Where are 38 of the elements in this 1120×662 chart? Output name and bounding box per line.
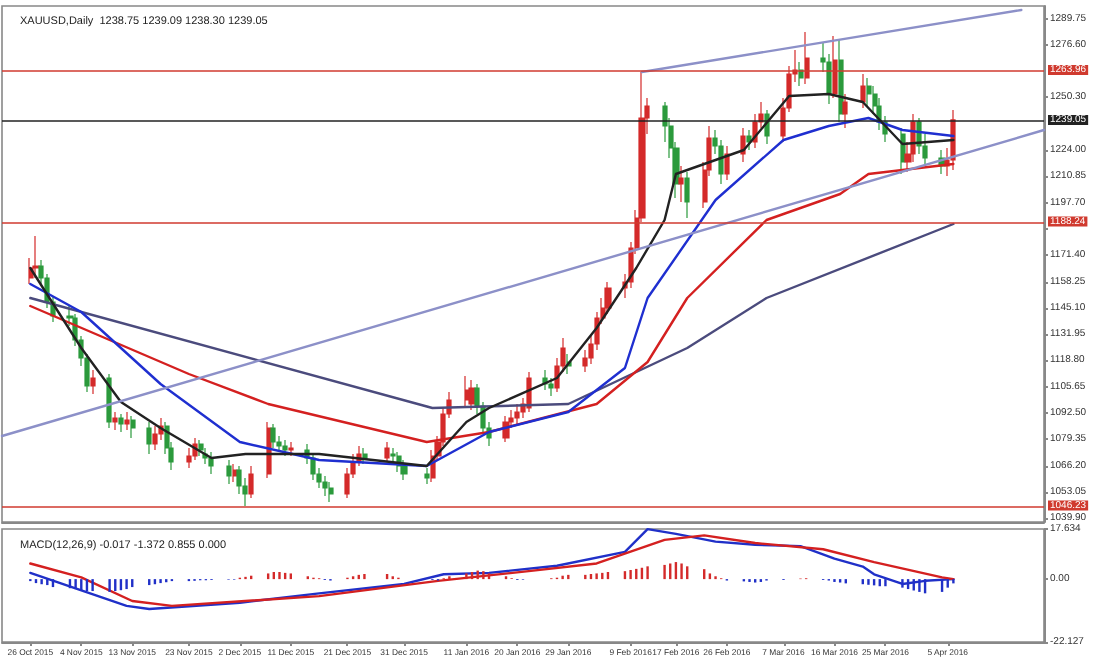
candlestick bbox=[118, 413, 124, 433]
candlestick bbox=[832, 35, 838, 99]
candlestick bbox=[400, 459, 408, 481]
candlestick bbox=[226, 459, 232, 485]
candlestick bbox=[424, 467, 430, 485]
line-series bbox=[29, 222, 955, 410]
candlestick bbox=[112, 411, 118, 431]
candlestick bbox=[270, 423, 276, 449]
candlestick bbox=[362, 447, 368, 465]
candlestick bbox=[152, 425, 158, 451]
candlestick bbox=[90, 369, 96, 395]
candlestick bbox=[548, 377, 554, 397]
candlestick bbox=[468, 379, 476, 411]
candlestick bbox=[860, 73, 866, 109]
candlestick bbox=[678, 165, 684, 203]
candlestick bbox=[514, 403, 520, 425]
candlestick bbox=[124, 411, 130, 431]
candlestick bbox=[322, 475, 328, 497]
candlestick bbox=[266, 421, 272, 479]
candlestick bbox=[208, 451, 214, 475]
candlestick bbox=[684, 171, 690, 219]
candlestick bbox=[900, 127, 906, 175]
candlestick bbox=[288, 441, 294, 457]
candlestick bbox=[746, 129, 752, 151]
candlestick bbox=[866, 77, 872, 107]
candlestick bbox=[32, 235, 40, 279]
candlestick bbox=[232, 463, 238, 483]
candlestick bbox=[198, 439, 204, 457]
candlestick bbox=[838, 39, 844, 123]
candlestick bbox=[464, 375, 470, 407]
candlestick bbox=[804, 31, 810, 85]
candlestick bbox=[282, 439, 288, 457]
candlestick bbox=[248, 465, 254, 499]
candlestick bbox=[384, 441, 390, 463]
candlestick bbox=[146, 421, 152, 455]
candlestick bbox=[130, 415, 136, 439]
candlestick bbox=[842, 93, 848, 129]
candlestick bbox=[328, 481, 334, 503]
